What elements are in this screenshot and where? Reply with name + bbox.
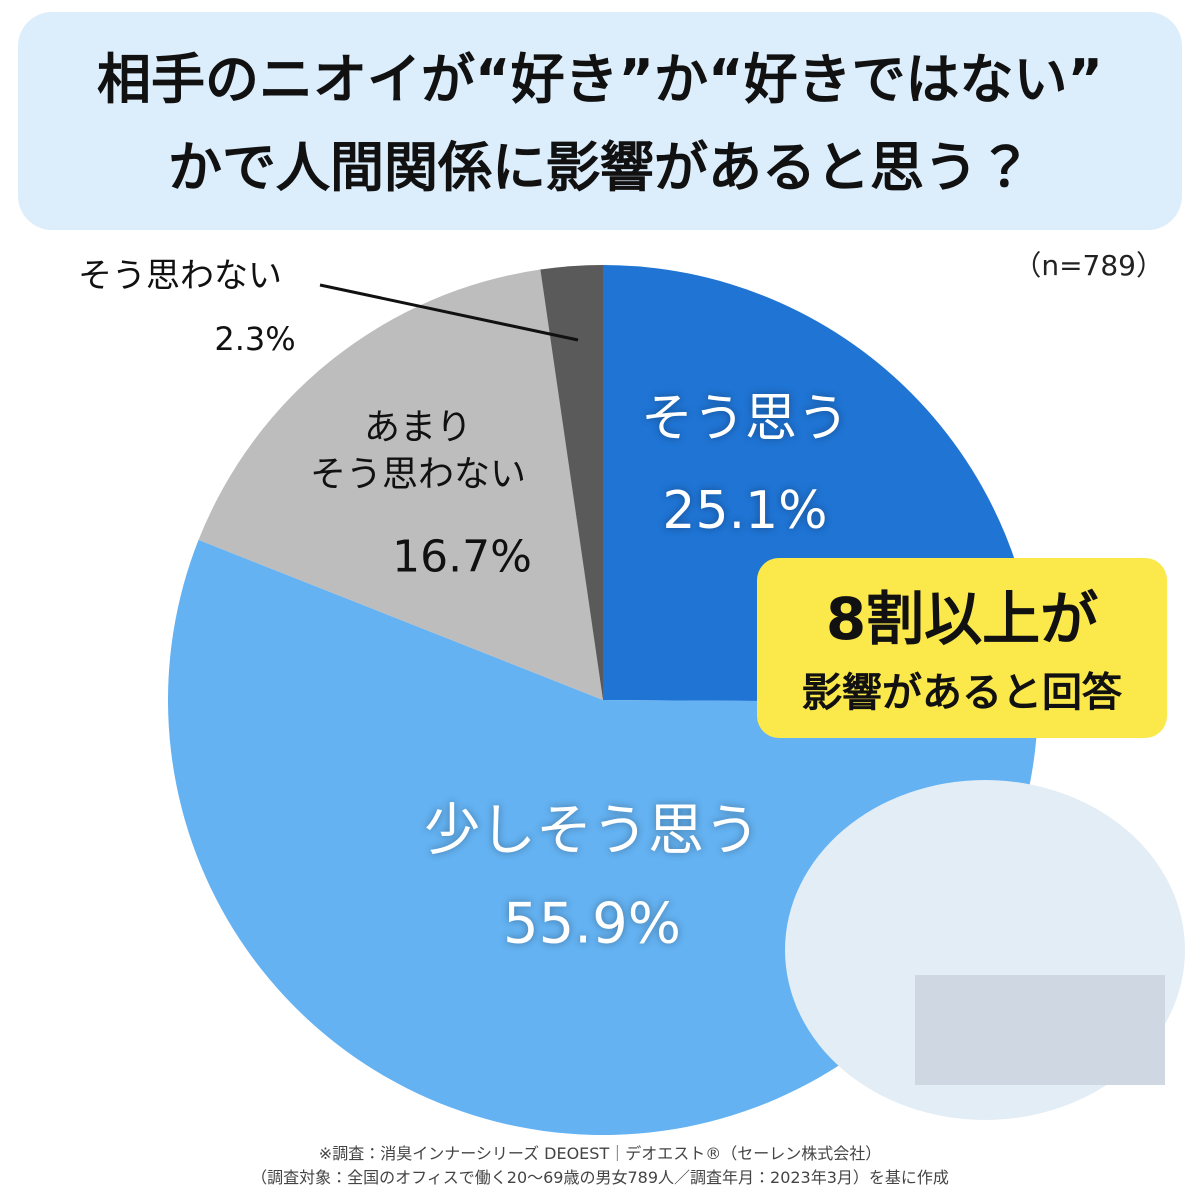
- sample-note: （n=789）: [1013, 249, 1164, 282]
- value-label: 55.9%: [503, 891, 681, 957]
- chart-title: 相手のニオイが“好き”か“好きではない” かで人間関係に影響があると思う？: [97, 48, 1103, 199]
- value-label: 25.1%: [662, 481, 828, 542]
- callout-text: 影響があると回答: [802, 670, 1122, 716]
- callout-text: 8割以上が: [825, 585, 1099, 653]
- pie-slice: [540, 265, 603, 700]
- category-label: 少しそう思う: [424, 798, 760, 864]
- pie-slice: [198, 269, 603, 700]
- category-label: あまり そう思わない: [309, 407, 527, 495]
- title-box: [18, 12, 1182, 230]
- callout-box: [757, 558, 1167, 738]
- footnote: ※調査：消臭インナーシリーズ DEOEST｜デオエスト®（セーレン株式会社） （…: [251, 1144, 949, 1187]
- value-label: 2.3%: [214, 320, 296, 359]
- category-label: そう思う: [640, 389, 850, 450]
- illustration-desk: [915, 975, 1165, 1085]
- leader-line: [319, 283, 579, 342]
- value-label: 16.7%: [392, 531, 532, 583]
- category-label: そう思わない: [78, 255, 282, 296]
